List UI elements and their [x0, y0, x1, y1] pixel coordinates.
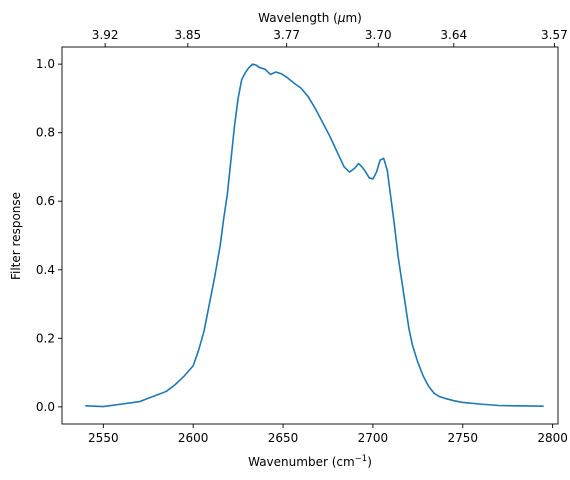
filter-response-line: [85, 63, 544, 408]
plot-background: [62, 47, 558, 424]
top-tick-label: 3.70: [365, 28, 392, 42]
y-tick-label: 1.0: [36, 57, 55, 71]
top-tick-label: 3.92: [92, 28, 119, 42]
x-tick-label: 2700: [358, 431, 389, 445]
top-tick-label: 3.85: [174, 28, 201, 42]
x-tick-label: 2750: [447, 431, 478, 445]
y-tick-label: 0.0: [36, 400, 55, 414]
bottom-axis-ticks: 2550 2600 2650 2700 2750 2800: [88, 424, 568, 445]
top-tick-label: 3.77: [273, 28, 300, 42]
y-tick-label: 0.6: [36, 194, 55, 208]
plot-frame: [61, 46, 559, 425]
top-axis-label: Wavelength (μm): [258, 11, 362, 25]
y-axis-label: Filter response: [9, 192, 23, 280]
y-tick-label: 0.8: [36, 126, 55, 140]
x-tick-label: 2650: [268, 431, 299, 445]
top-tick-label: 3.57: [541, 28, 568, 42]
x-axis-label: Wavenumber (cm−1): [248, 454, 372, 469]
left-axis-ticks: 0.0 0.2 0.4 0.6 0.8 1.0: [36, 57, 62, 414]
x-tick-label: 2800: [537, 431, 568, 445]
y-tick-label: 0.2: [36, 331, 55, 345]
y-tick-label: 0.4: [36, 263, 55, 277]
x-tick-label: 2600: [178, 431, 209, 445]
top-axis-ticks: 3.92 3.85 3.77 3.70 3.64 3.57: [92, 28, 568, 47]
x-tick-label: 2550: [88, 431, 119, 445]
top-tick-label: 3.64: [440, 28, 467, 42]
